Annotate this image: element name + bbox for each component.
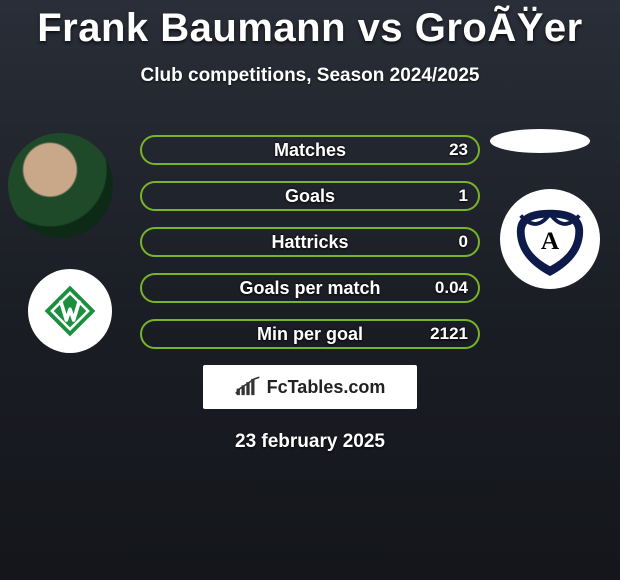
- stat-right-value: 1: [459, 186, 468, 206]
- arminia-crest-icon: A: [511, 200, 589, 278]
- stat-row-mpg: Min per goal 2121: [140, 319, 480, 349]
- page-subtitle: Club competitions, Season 2024/2025: [0, 65, 620, 87]
- stat-right-value: 0.04: [435, 278, 468, 298]
- brand-chart-icon: [235, 376, 261, 398]
- werder-crest-icon: [41, 282, 99, 340]
- player-photo-left: [8, 133, 113, 238]
- stat-right-value: 23: [449, 140, 468, 160]
- stat-bars: Matches 23 Goals 1 Hattricks 0 Goals per…: [140, 135, 480, 349]
- team-badge-right: A: [500, 189, 600, 289]
- stat-label: Hattricks: [271, 232, 348, 253]
- page-title: Frank Baumann vs GroÃŸer: [0, 0, 620, 51]
- stat-row-hattricks: Hattricks 0: [140, 227, 480, 257]
- stat-right-value: 2121: [430, 324, 468, 344]
- stat-label: Goals: [285, 186, 335, 207]
- stat-label: Goals per match: [239, 278, 380, 299]
- stat-row-goals: Goals 1: [140, 181, 480, 211]
- brand-badge: FcTables.com: [203, 365, 417, 409]
- stat-row-gpm: Goals per match 0.04: [140, 273, 480, 303]
- brand-label: FcTables.com: [267, 377, 386, 398]
- stat-right-value: 0: [459, 232, 468, 252]
- stat-label: Matches: [274, 140, 346, 161]
- comparison-panel: A Matches 23 Goals 1 Hattricks 0 Goals p…: [0, 135, 620, 453]
- generated-date: 23 february 2025: [0, 431, 620, 453]
- stat-row-matches: Matches 23: [140, 135, 480, 165]
- team-badge-left: [28, 269, 112, 353]
- stat-label: Min per goal: [257, 324, 363, 345]
- player-photo-right: [490, 129, 590, 153]
- svg-text:A: A: [541, 227, 560, 255]
